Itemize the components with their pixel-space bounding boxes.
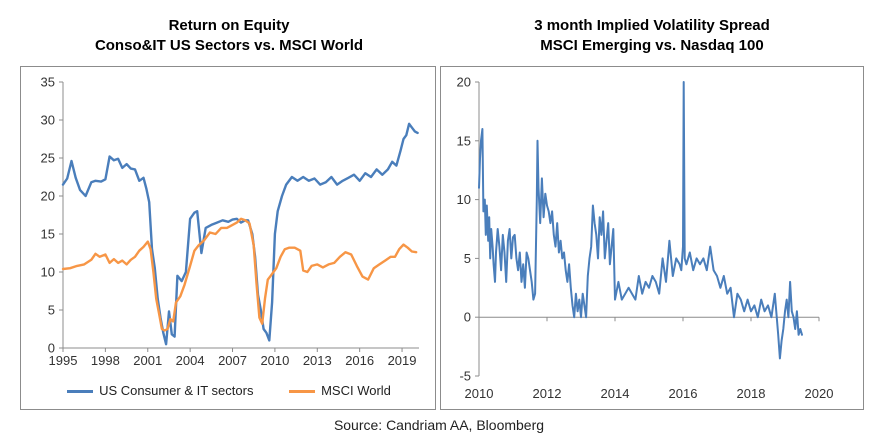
right-chart-title-line2: MSCI Emerging vs. Nasdaq 100 [540,37,764,54]
right-chart-title-line1: 3 month Implied Volatility Spread [534,17,770,34]
left-chart-svg: 0 5 10 15 20 25 30 35 1995 1998 2001 2004 2007 2010 20… [41,75,419,368]
x-tick-label: 2012 [533,386,562,401]
y-tick-label: 5 [48,303,55,318]
left-chart-title: Return on Equity Conso&IT US Sectors vs.… [20,16,438,56]
series-line-0 [61,122,419,346]
series-line-1 [61,217,418,332]
left-chart-title-line2: Conso&IT US Sectors vs. MSCI World [94,37,364,54]
legend-label-msci-world: MSCI World [321,383,391,398]
x-tick-label: 2004 [176,353,205,368]
x-tick-label: 2010 [260,353,289,368]
x-tick-label: 2018 [737,386,766,401]
y-tick-label: 0 [48,341,55,356]
y-tick-label: 15 [41,227,55,242]
x-tick-label: 2020 [805,386,834,401]
left-chart-panel: 0 5 10 15 20 25 30 35 1995 1998 2001 2004 2007 2010 20… [20,66,436,410]
left-chart-title-line1: Return on Equity [168,17,290,34]
y-tick-label: 0 [464,310,471,325]
left-chart-legend: US Consumer & IT sectors MSCI World [21,383,437,398]
y-tick-label: 15 [457,133,471,148]
source-note: Source: Candriam AA, Bloomberg [333,417,545,433]
x-tick-label: 2019 [388,353,417,368]
y-tick-label: 10 [41,265,55,280]
x-tick-label: 2010 [465,386,494,401]
x-tick-label: 2007 [218,353,247,368]
x-tick-label: 2016 [669,386,698,401]
x-tick-label: 2013 [303,353,332,368]
right-chart-panel: -5 0 5 10 15 20 2010 2012 2014 2016 2018 2020 [440,66,864,410]
y-tick-label: 30 [41,113,55,128]
y-tick-label: 20 [41,189,55,204]
legend-item-us-consumer-it: US Consumer & IT sectors [67,383,253,398]
y-tick-label: -5 [459,369,471,384]
y-tick-label: 35 [41,75,55,90]
x-tick-label: 2014 [601,386,630,401]
series-line-0 [478,81,803,360]
x-tick-label: 1995 [49,353,78,368]
right-chart-svg: -5 0 5 10 15 20 2010 2012 2014 2016 2018 2020 [457,75,834,402]
legend-swatch-us-consumer-it [67,390,94,394]
y-tick-label: 20 [457,75,471,90]
y-tick-label: 5 [464,251,471,266]
legend-item-msci-world: MSCI World [289,383,391,398]
x-tick-label: 2016 [345,353,374,368]
y-tick-label: 25 [41,151,55,166]
y-tick-label: 10 [457,192,471,207]
right-chart-title: 3 month Implied Volatility Spread MSCI E… [440,16,864,56]
legend-label-us-consumer-it: US Consumer & IT sectors [99,383,254,398]
x-tick-label: 2001 [133,353,162,368]
legend-swatch-msci-world [289,390,316,394]
x-tick-label: 1998 [91,353,120,368]
